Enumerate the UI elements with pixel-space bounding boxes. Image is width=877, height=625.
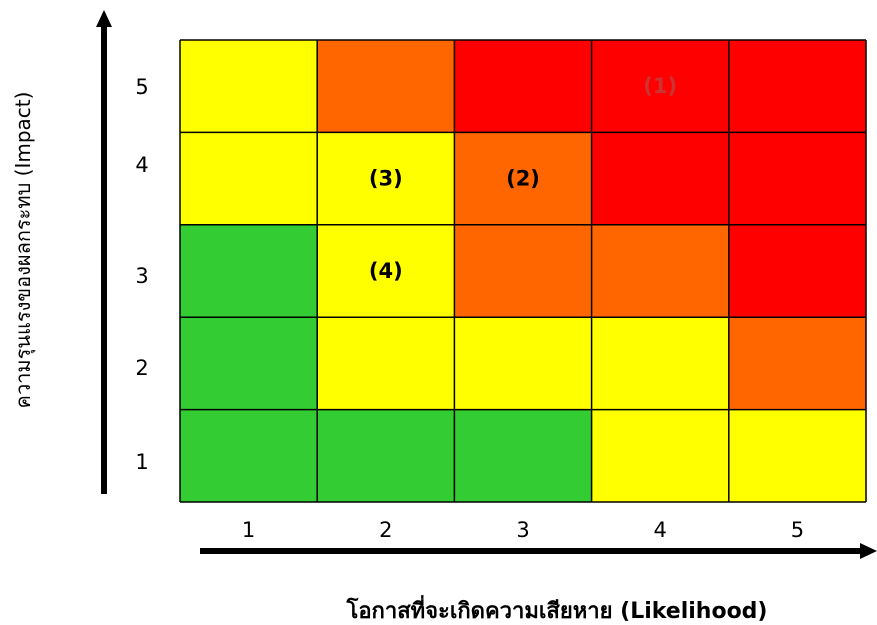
y-tick-label: 4 bbox=[135, 153, 148, 177]
cell-high-impact-3-likelihood-3 bbox=[454, 224, 592, 318]
cell-extreme-impact-5-likelihood-5 bbox=[728, 40, 866, 133]
cell-low-impact-1-likelihood-2 bbox=[317, 409, 455, 502]
y-axis-title: ความรุนแรงของผลกระทบ (Impact) bbox=[11, 92, 36, 409]
risk-marker: (2) bbox=[506, 167, 540, 191]
x-axis-arrowhead bbox=[860, 543, 877, 559]
cell-extreme-impact-4-likelihood-5 bbox=[728, 132, 866, 225]
cell-low-impact-3-likelihood-1 bbox=[180, 224, 318, 318]
x-axis-title: โอกาสที่จะเกิดความเสียหาย (Likelihood) bbox=[346, 594, 768, 624]
cell-medium-impact-4-likelihood-2 bbox=[317, 132, 455, 225]
y-tick-label: 2 bbox=[135, 356, 148, 380]
y-tick-label: 3 bbox=[135, 264, 148, 288]
risk-marker: (4) bbox=[369, 259, 403, 283]
cell-low-impact-2-likelihood-1 bbox=[180, 317, 318, 410]
x-tick-label: 1 bbox=[242, 518, 255, 542]
cell-medium-impact-3-likelihood-2 bbox=[317, 224, 455, 318]
cell-high-impact-2-likelihood-5 bbox=[728, 317, 866, 410]
x-tick-label: 2 bbox=[379, 518, 392, 542]
cell-extreme-impact-5-likelihood-3 bbox=[454, 40, 592, 133]
x-tick-label: 5 bbox=[791, 518, 804, 542]
risk-markers: (1) (2) (3) (4) bbox=[369, 74, 677, 283]
cell-medium-impact-5-likelihood-1 bbox=[180, 40, 318, 133]
risk-marker: (1) bbox=[643, 74, 677, 98]
matrix-cells bbox=[180, 40, 866, 502]
cell-medium-impact-1-likelihood-5 bbox=[728, 409, 866, 502]
cell-extreme-impact-4-likelihood-4 bbox=[591, 132, 729, 225]
x-tick-label: 3 bbox=[516, 518, 529, 542]
cell-medium-impact-1-likelihood-4 bbox=[591, 409, 729, 502]
cell-medium-impact-4-likelihood-1 bbox=[180, 132, 318, 225]
risk-marker: (3) bbox=[369, 167, 403, 191]
cell-low-impact-1-likelihood-1 bbox=[180, 409, 318, 502]
y-tick-label: 5 bbox=[135, 75, 148, 99]
cell-high-impact-3-likelihood-4 bbox=[591, 224, 729, 318]
y-axis-arrowhead bbox=[96, 10, 112, 27]
cell-medium-impact-2-likelihood-2 bbox=[317, 317, 455, 410]
cell-medium-impact-2-likelihood-4 bbox=[591, 317, 729, 410]
cell-high-impact-5-likelihood-2 bbox=[317, 40, 455, 133]
cell-low-impact-1-likelihood-3 bbox=[454, 409, 592, 502]
y-tick-label: 1 bbox=[135, 450, 148, 474]
axis-ticks: 1 2 3 4 5 5 4 3 2 1 bbox=[135, 75, 804, 542]
x-tick-label: 4 bbox=[654, 518, 667, 542]
cell-medium-impact-2-likelihood-3 bbox=[454, 317, 592, 410]
cell-extreme-impact-5-likelihood-4 bbox=[591, 40, 729, 133]
cell-high-impact-4-likelihood-3 bbox=[454, 132, 592, 225]
matrix-grid bbox=[179, 39, 867, 503]
cell-extreme-impact-3-likelihood-5 bbox=[728, 224, 866, 318]
